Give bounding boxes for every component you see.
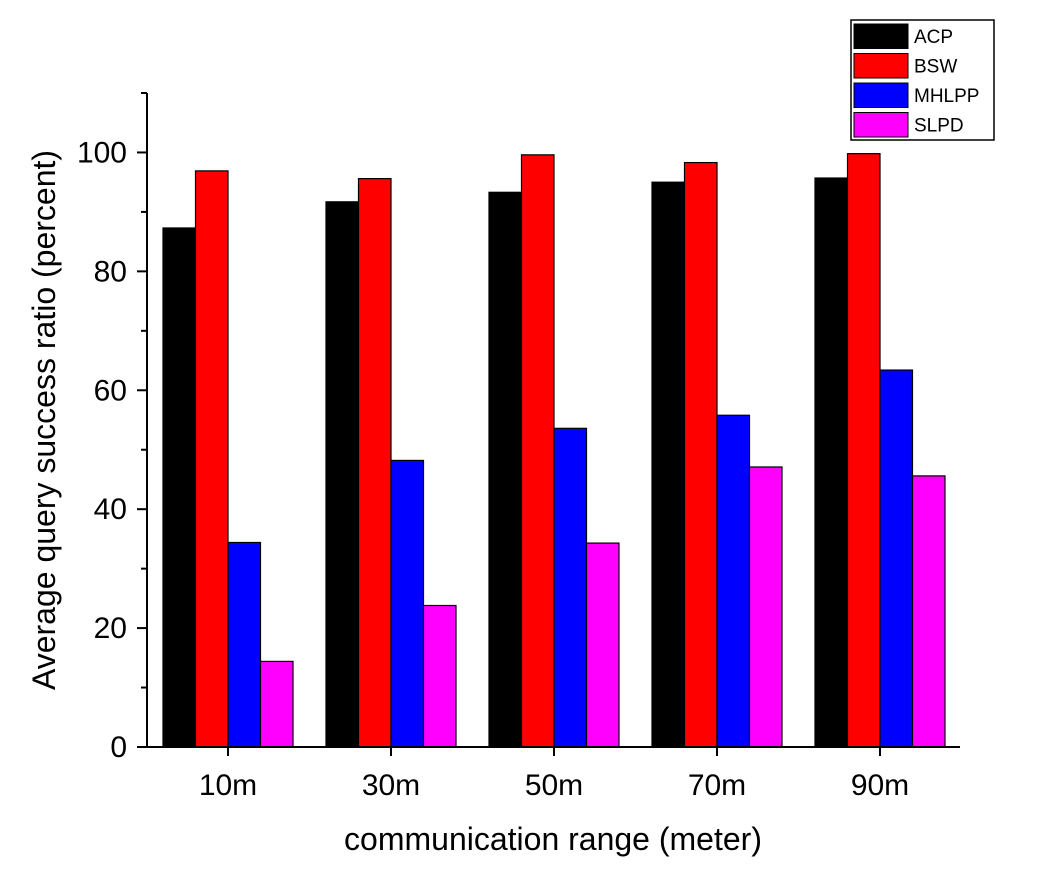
legend-swatch-acp [853,23,909,49]
bar-mhlpp-30m [390,459,425,748]
bar-bsw-70m [683,161,718,748]
x-tick-label: 90m [851,769,909,802]
y-tick-label: 100 [77,136,127,169]
y-tick-label: 20 [94,612,127,645]
bar-bsw-50m [520,154,555,748]
bar-acp-10m [162,227,197,748]
bar-acp-90m [814,177,849,748]
legend-swatch-mhlpp [853,82,909,108]
legend-label-slpd: SLPD [914,116,964,137]
bar-mhlpp-10m [227,541,262,748]
legend: ACP BSW MHLPP SLPD [850,19,995,141]
x-tick-label: 70m [688,769,746,802]
y-axis-title: Average query success ratio (percent) [26,150,62,690]
legend-label-bsw: BSW [914,57,957,78]
y-tick-label: 80 [94,255,127,288]
bars-group [162,153,946,748]
bar-mhlpp-90m [879,369,914,748]
bar-slpd-50m [585,542,620,748]
y-tick-label: 60 [94,374,127,407]
x-axis-title: communication range (meter) [344,821,762,857]
y-ticks-group: 0 20 40 60 80 100 [77,92,147,764]
bar-acp-70m [651,181,686,748]
bar-slpd-90m [911,475,946,748]
bar-mhlpp-50m [553,427,588,748]
legend-swatch-slpd [853,112,909,138]
x-tick-label: 30m [362,769,420,802]
legend-swatch-bsw [853,53,909,79]
bar-acp-30m [325,201,360,748]
bar-acp-50m [488,191,523,748]
bar-slpd-10m [259,660,294,748]
bar-bsw-90m [846,153,881,748]
x-ticks-group: 10m 30m 50m 70m 90m [199,747,909,802]
bar-slpd-30m [422,604,457,748]
legend-label-acp: ACP [914,27,953,48]
bar-bsw-10m [194,170,229,748]
bar-slpd-70m [748,466,783,748]
bar-bsw-30m [357,178,392,748]
bar-mhlpp-70m [716,414,751,748]
legend-label-mhlpp: MHLPP [914,86,979,107]
x-tick-label: 50m [525,769,583,802]
y-tick-label: 40 [94,493,127,526]
x-tick-label: 10m [199,769,257,802]
y-tick-label: 0 [110,731,127,764]
